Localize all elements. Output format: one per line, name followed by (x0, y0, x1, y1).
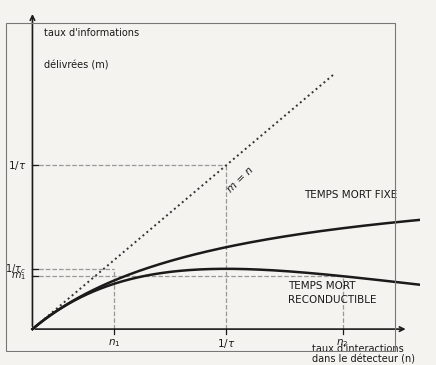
Text: $1/\tau$: $1/\tau$ (217, 337, 235, 350)
Text: TEMPS MORT: TEMPS MORT (288, 281, 356, 291)
Text: $1/\tau$: $1/\tau$ (8, 159, 26, 172)
Text: $m_1$: $m_1$ (11, 270, 26, 282)
Text: RECONDUCTIBLE: RECONDUCTIBLE (288, 295, 377, 305)
Text: taux d'interactions: taux d'interactions (311, 343, 403, 354)
Text: m = n: m = n (225, 165, 255, 195)
Text: TEMPS MORT FIXE: TEMPS MORT FIXE (304, 190, 397, 200)
Text: $1/\tau_c$: $1/\tau_c$ (5, 262, 26, 276)
Text: $n_1$: $n_1$ (108, 337, 120, 349)
Text: délivrées (m): délivrées (m) (44, 60, 109, 70)
Text: taux d'informations: taux d'informations (44, 28, 139, 38)
Text: $n_2$: $n_2$ (336, 337, 349, 349)
Text: dans le détecteur (n): dans le détecteur (n) (311, 354, 415, 364)
